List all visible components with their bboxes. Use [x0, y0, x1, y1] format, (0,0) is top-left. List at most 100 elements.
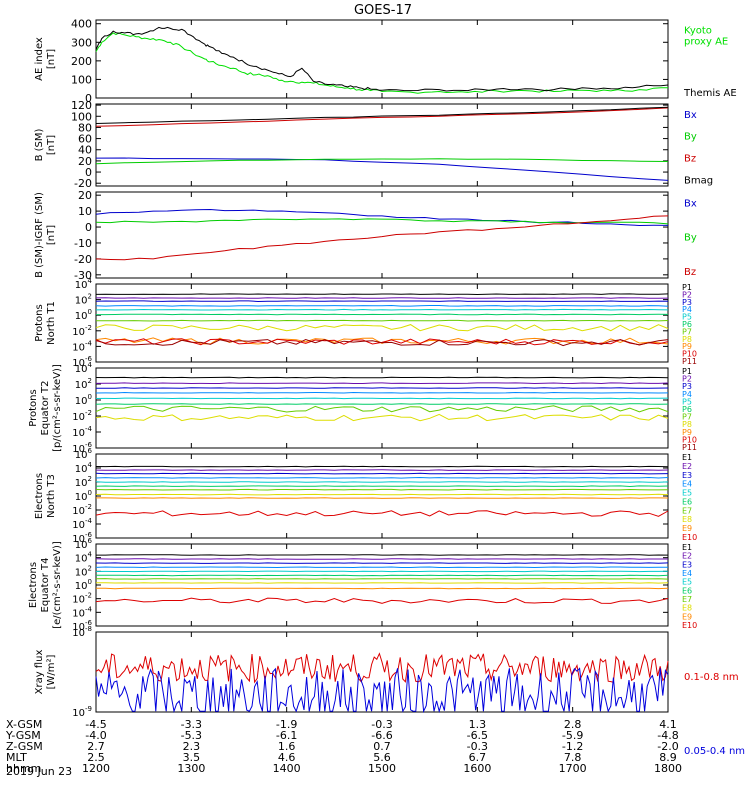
x-axis-value: -1.9 — [276, 718, 297, 731]
y-tick-label: 100 — [75, 578, 92, 592]
legend-entry: Bx — [684, 110, 697, 121]
legend-entry-p11: P11 — [682, 357, 697, 366]
legend-entry: Kyoto — [684, 25, 712, 36]
y-axis-label: Electrons — [28, 562, 39, 608]
x-axis-value: 1200 — [82, 762, 110, 775]
legend-entry-p8: P8 — [682, 335, 692, 344]
channel-line-e3 — [95, 472, 669, 475]
series-line-kyoto-proxy-ae — [95, 32, 669, 94]
x-axis-row-label: MLT — [6, 751, 27, 764]
x-axis-value: -5.3 — [181, 729, 202, 742]
y-tick-label: 400 — [71, 18, 92, 31]
y-tick-label: 20 — [78, 155, 92, 168]
x-axis-value: -4.5 — [85, 718, 106, 731]
y-axis-label: AE index — [34, 37, 45, 81]
x-axis-row-label: hhmm — [6, 762, 41, 775]
x-axis-value: -4.8 — [657, 729, 678, 742]
legend-entry-p3: P3 — [682, 298, 692, 307]
legend-entry-p11: P11 — [682, 443, 697, 452]
chart-title: GOES-17 — [354, 3, 412, 18]
channel-line-e6 — [95, 574, 669, 577]
series-line-by — [95, 158, 669, 165]
series-line-bz — [95, 107, 669, 127]
legend-entry-p10: P10 — [682, 435, 697, 444]
x-axis-value: 1.6 — [278, 740, 296, 753]
y-axis-label: [nT] — [46, 135, 57, 155]
channel-line-p11 — [95, 338, 669, 347]
legend-entry-e5: E5 — [682, 489, 692, 498]
panel-frame — [95, 283, 669, 363]
channel-line-p8 — [95, 324, 669, 332]
legend-entry-e6: E6 — [682, 586, 692, 595]
channel-line-e3 — [95, 562, 669, 564]
x-axis-value: 1500 — [368, 762, 396, 775]
y-axis-label: North T3 — [46, 474, 57, 518]
panel-frame — [95, 631, 669, 713]
y-tick-label: 60 — [78, 133, 92, 146]
series-line-bz — [95, 215, 669, 261]
x-axis-value: 1.3 — [469, 718, 487, 731]
y-tick-label: -10 — [74, 237, 92, 250]
legend-entry: Bz — [684, 267, 696, 278]
channel-line-e9 — [95, 587, 669, 590]
y-axis-label: Equator T4 — [40, 558, 51, 613]
legend-entry-xray: 0.05-0.4 nm — [684, 746, 745, 757]
legend-entry-p9: P9 — [682, 342, 692, 351]
legend-entry-p5: P5 — [682, 397, 692, 406]
channel-line-p1 — [95, 293, 669, 296]
x-axis-value: 1700 — [559, 762, 587, 775]
y-tick-label: 104 — [75, 551, 93, 565]
x-axis-table: X-GSM -4.5 -3.3 -1.9 -0.3 1.3 2.8 4.1 Y-GSM -4.0 -… — [5, 718, 682, 775]
y-tick-label: 100 — [75, 308, 92, 322]
y-tick-label: 10-2 — [72, 324, 92, 338]
channel-line-e4 — [95, 476, 669, 479]
y-axis-label: Xray flux — [34, 650, 45, 695]
x-axis-value: -5.9 — [562, 729, 583, 742]
legend-entry-p1: P1 — [682, 367, 692, 376]
channel-line-e7 — [95, 578, 669, 580]
legend-entry-e4: E4 — [682, 569, 692, 578]
y-tick-label: 102 — [75, 564, 92, 578]
legend-entry-e9: E9 — [682, 524, 692, 533]
y-tick-label: 100 — [75, 393, 92, 407]
y-tick-label: -20 — [74, 253, 92, 266]
y-axis-label: Equator T2 — [40, 381, 51, 436]
legend-entry-e7: E7 — [682, 595, 692, 604]
legend-entry-p4: P4 — [682, 390, 692, 399]
x-axis-value: 3.5 — [183, 751, 201, 764]
legend-entry: Bz — [684, 154, 696, 165]
y-tick-label: 100 — [71, 73, 92, 86]
channel-line-e9 — [96, 497, 669, 499]
y-tick-label: 40 — [78, 144, 92, 157]
y-tick-label: 20 — [78, 189, 92, 202]
y-tick-label: 10-4 — [72, 605, 92, 619]
legend-entry-p4: P4 — [682, 305, 692, 314]
legend-entry-e3: E3 — [682, 560, 692, 569]
legend-entry-e8: E8 — [682, 604, 692, 613]
channel-line-e6 — [95, 485, 669, 488]
x-axis-value: 0.7 — [373, 740, 391, 753]
legend-entry-p6: P6 — [682, 405, 692, 414]
panel-bdiff: -30 -20 -10 0 10 20 B (SM)-IGRF (SM) [nT] Bx By Bz — [34, 189, 697, 282]
y-tick-label: 104 — [75, 277, 93, 291]
series-line-bmag — [95, 106, 669, 124]
x-axis-value: 4.6 — [278, 751, 296, 764]
x-axis-value: 2.5 — [87, 751, 105, 764]
y-axis-label: Electrons — [34, 473, 45, 519]
legend-entry-p2: P2 — [682, 375, 692, 384]
x-axis-value: -2.0 — [657, 740, 678, 753]
channel-line-e10 — [95, 597, 669, 604]
legend-entry-e9: E9 — [682, 612, 692, 621]
y-tick-label: 10-8 — [72, 625, 92, 639]
channel-line-e8 — [95, 582, 669, 584]
channel-line-p2 — [95, 297, 669, 299]
x-axis-value: 7.8 — [564, 751, 582, 764]
legend-entry-e3: E3 — [682, 471, 692, 480]
channel-line-e1 — [96, 554, 669, 556]
panel-frame — [95, 191, 669, 279]
legend-entry-p5: P5 — [682, 313, 692, 322]
